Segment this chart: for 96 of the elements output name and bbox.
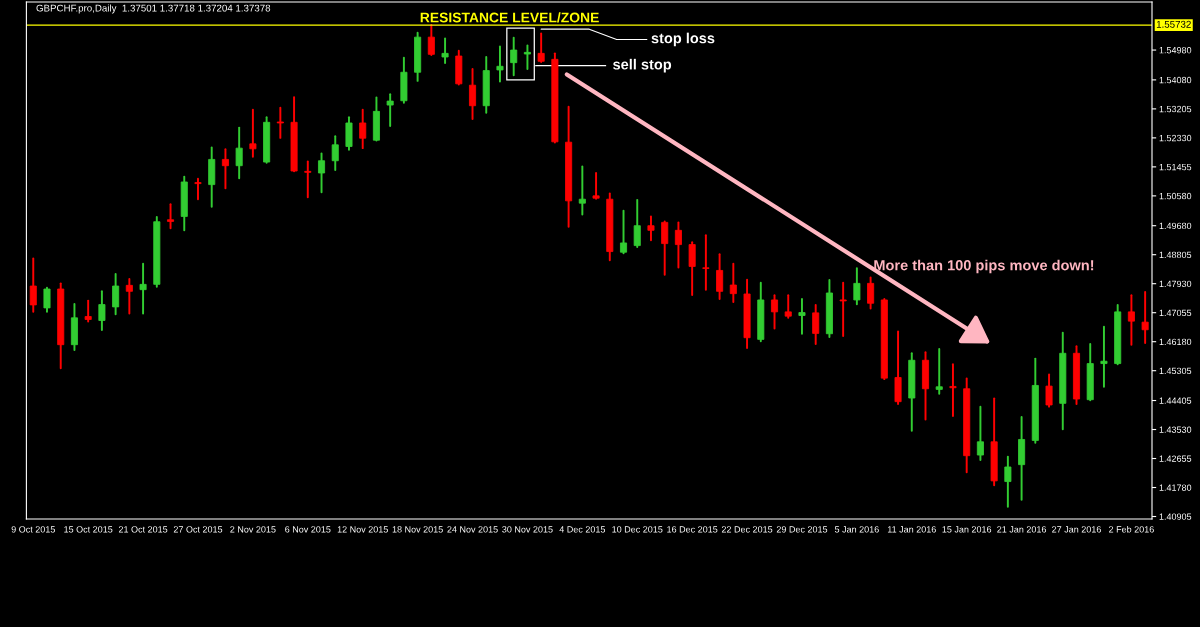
y-tick-label: 1.54980 <box>1159 47 1192 54</box>
candlestick <box>688 241 696 296</box>
candlestick <box>853 267 861 306</box>
y-tick-label: 1.49680 <box>1159 222 1192 230</box>
candlestick <box>976 405 984 461</box>
x-tick-label: 27 Jan 2016 <box>1052 526 1101 533</box>
candlestick <box>318 152 326 194</box>
x-tick-label: 12 Nov 2015 <box>337 526 388 533</box>
y-tick-label: 1.42655 <box>1159 455 1192 462</box>
y-tick-label: 1.51455 <box>1159 163 1192 171</box>
candlestick <box>345 116 353 151</box>
candlestick <box>661 220 669 276</box>
candlestick <box>633 198 641 248</box>
candlestick <box>221 148 229 190</box>
y-tick-label: 1.52330 <box>1159 134 1192 142</box>
y-tick-label: 1.41780 <box>1159 484 1192 491</box>
x-tick-label: 16 Dec 2015 <box>667 526 718 533</box>
y-tick-label: 1.45305 <box>1159 367 1192 375</box>
x-tick-label: 6 Nov 2015 <box>285 526 331 533</box>
candlestick <box>839 281 847 338</box>
x-tick-label: 11 Jan 2016 <box>887 526 936 533</box>
candlestick <box>949 363 957 417</box>
candlestick <box>510 36 518 77</box>
candlestick <box>592 172 600 200</box>
candlestick <box>578 165 586 216</box>
candlestick <box>235 126 243 180</box>
candlestick <box>771 294 779 330</box>
x-tick-label: 4 Dec 2015 <box>559 526 606 533</box>
y-tick-label: 1.40905 <box>1159 513 1192 520</box>
candlestick <box>716 253 724 300</box>
candlestick <box>139 262 147 315</box>
candlestick <box>427 23 435 56</box>
candlestick <box>1045 373 1053 408</box>
x-tick-label: 30 Nov 2015 <box>502 526 553 533</box>
candlestick <box>386 93 394 127</box>
y-tick-label: 1.48805 <box>1159 251 1192 259</box>
y-tick-label: 1.53205 <box>1159 105 1192 113</box>
candlestick <box>29 257 37 313</box>
annotation: stop loss <box>651 32 715 47</box>
candlestick <box>194 177 202 201</box>
y-tick-label: 1.47930 <box>1159 280 1192 288</box>
candlestick <box>523 44 531 70</box>
y-tick-label: 1.46180 <box>1159 338 1192 346</box>
candlestick <box>620 209 628 255</box>
candlestick <box>112 273 120 316</box>
x-tick-label: 2 Feb 2016 <box>1109 525 1154 533</box>
x-tick-label: 10 Dec 2015 <box>612 526 663 533</box>
candlestick <box>537 32 545 63</box>
candlestick <box>729 262 737 303</box>
annotation: More than 100 pips move down! <box>874 259 1094 274</box>
y-tick-label: 1.44405 <box>1159 397 1192 404</box>
candlestick <box>1141 291 1149 344</box>
x-tick-label: 2 Nov 2015 <box>230 526 276 533</box>
x-tick-label: 15 Oct 2015 <box>64 526 113 533</box>
candlestick <box>647 215 655 242</box>
candlestick <box>867 276 875 310</box>
candlestick <box>167 203 175 230</box>
x-tick-label: 29 Dec 2015 <box>776 526 828 533</box>
x-tick-label: 21 Jan 2016 <box>997 526 1047 533</box>
candlestick <box>935 348 943 395</box>
y-tick-label: 1.54080 <box>1159 76 1192 84</box>
x-tick-label: 21 Oct 2015 <box>118 526 168 533</box>
ref-line-label: 1.55732 <box>1156 20 1191 28</box>
annotation: sell stop <box>613 58 672 73</box>
candlestick <box>496 45 504 83</box>
y-tick-label: 1.50580 <box>1159 192 1192 200</box>
x-tick-label: 22 Dec 2015 <box>721 526 773 533</box>
candlestick <box>812 303 820 345</box>
y-tick-label: 1.43530 <box>1159 426 1192 433</box>
candlestick <box>1004 455 1012 508</box>
candlestick <box>125 278 133 315</box>
candlestick <box>249 108 257 158</box>
x-tick-label: 24 Nov 2015 <box>447 526 498 533</box>
candlestick <box>469 67 477 120</box>
x-tick-label: 9 Oct 2015 <box>11 526 55 533</box>
candlestick <box>359 108 367 150</box>
candlestick <box>43 286 51 313</box>
x-tick-label: 5 Jan 2016 <box>834 526 879 533</box>
y-tick-label: 1.47055 <box>1159 309 1192 317</box>
x-tick-label: 27 Oct 2015 <box>173 526 223 533</box>
x-tick-label: 18 Nov 2015 <box>392 526 443 533</box>
candlestick <box>441 37 449 64</box>
candlestick <box>304 160 312 199</box>
candlestick <box>784 294 792 319</box>
annotation: RESISTANCE LEVEL/ZONE <box>420 12 599 23</box>
candlestick <box>702 234 710 291</box>
candlestick <box>276 106 284 139</box>
candlestick <box>798 297 806 335</box>
candlestick <box>98 290 106 332</box>
candlestick <box>84 299 92 323</box>
candlestick <box>1100 325 1108 388</box>
candlestick <box>1127 294 1135 346</box>
candlestick <box>674 221 682 269</box>
chart-title: GBPCHF.pro,Daily 1.37501 1.37718 1.37204 1.37378 <box>36 4 271 14</box>
x-tick-label: 15 Jan 2016 <box>942 526 992 533</box>
candlestick <box>331 135 339 171</box>
